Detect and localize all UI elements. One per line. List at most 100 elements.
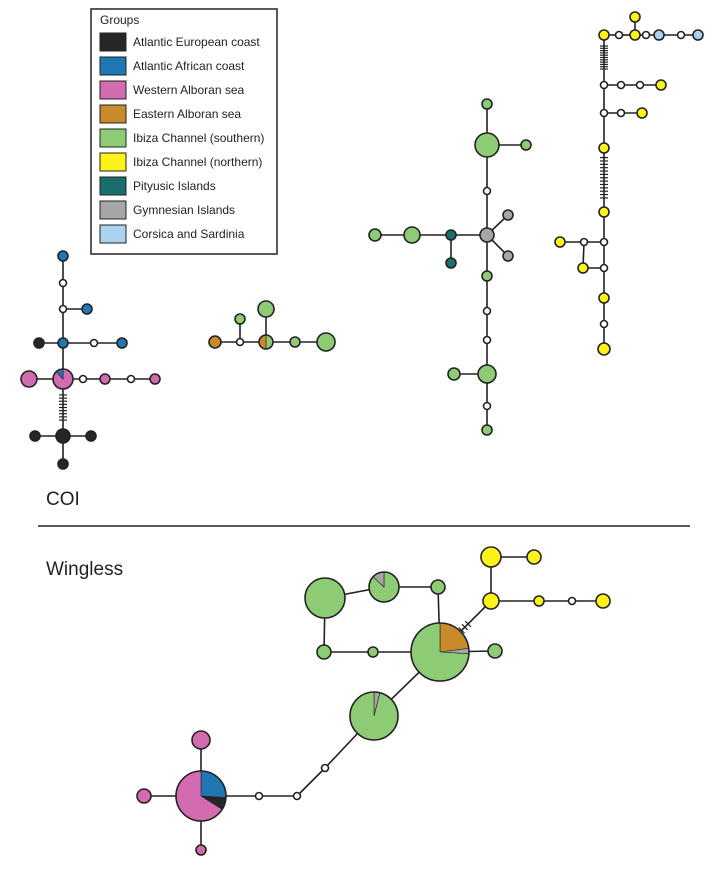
- legend-label-ea: Eastern Alboran sea: [133, 107, 241, 121]
- haplotype-node-ae: [33, 337, 45, 349]
- legend-label-gi: Gymnesian Islands: [133, 203, 235, 217]
- haplotype-node-wa: [136, 788, 152, 804]
- haplotype-node-ics: [474, 132, 500, 158]
- haplotype-node-wa: [191, 730, 211, 750]
- median-vector-node: [676, 30, 686, 40]
- haplotype-node-ics: [257, 300, 275, 318]
- median-vector-node: [599, 80, 609, 90]
- legend-label-aa: Atlantic African coast: [133, 59, 245, 73]
- mutation-step-mark: [464, 620, 472, 628]
- haplotype-node-ics: [368, 228, 382, 242]
- haplotype-node-gi: [479, 227, 495, 243]
- median-vector-node: [616, 108, 626, 118]
- haplotype-node-pi: [445, 229, 457, 241]
- haplotype-node-icn: [629, 29, 641, 41]
- haplotype-node-wa: [195, 844, 207, 856]
- legend-label-ics: Ibiza Channel (southern): [133, 131, 264, 145]
- haplotype-node-ics: [447, 367, 461, 381]
- haplotype-node-ics: [367, 646, 379, 658]
- haplotype-node-icn: [655, 79, 667, 91]
- mutation-step-mark: [458, 627, 465, 634]
- median-vector-node: [292, 791, 302, 801]
- median-vector-node: [126, 374, 136, 384]
- legend-swatch-ics: [99, 128, 127, 148]
- haplotype-node-ics: [481, 270, 493, 282]
- legend-items: Atlantic European coast Atlantic African …: [99, 32, 264, 244]
- haplotype-node-icn: [598, 206, 610, 218]
- pie-outline: [258, 334, 274, 350]
- median-vector-node: [58, 278, 68, 288]
- haplotype-node-icn: [482, 592, 500, 610]
- haplotype-node-wa: [149, 373, 161, 385]
- haplotype-node-aa: [116, 337, 128, 349]
- haplotype-node-ics: [520, 139, 532, 151]
- mutation-hatch-marks: [59, 45, 608, 640]
- legend-swatch-wa: [99, 80, 127, 100]
- haplotype-node-pi: [445, 257, 457, 269]
- median-vector-node: [482, 401, 492, 411]
- haplotype-node-ics: [477, 364, 497, 384]
- median-vector-node: [482, 335, 492, 345]
- haplotype-node-icn: [533, 595, 545, 607]
- haplotype-pie-node: [349, 691, 399, 741]
- haplotype-node-cs: [653, 29, 665, 41]
- haplotype-pie-node: [258, 334, 274, 350]
- median-vector-node: [254, 791, 264, 801]
- haplotype-node-ics: [234, 313, 246, 325]
- haplotype-pie-node: [52, 368, 74, 390]
- haplotype-node-icn: [526, 549, 542, 565]
- haplotype-node-ics: [289, 336, 301, 348]
- legend-label-cs: Corsica and Sardinia: [133, 227, 245, 241]
- median-vector-node: [235, 337, 245, 347]
- median-vector-node: [599, 108, 609, 118]
- legend-label-pi: Pityusic Islands: [133, 179, 216, 193]
- haplotype-node-ae: [57, 458, 69, 470]
- haplotype-node-ics: [304, 577, 346, 619]
- haplotype-node-icn: [636, 107, 648, 119]
- haplotype-node-ics: [430, 579, 446, 595]
- haplotype-node-icn: [597, 342, 611, 356]
- median-vector-node: [614, 30, 624, 40]
- haplotype-node-ics: [481, 424, 493, 436]
- median-vector-node: [58, 304, 68, 314]
- haplotype-node-icn: [598, 29, 610, 41]
- haplotype-node-icn: [598, 292, 610, 304]
- legend-swatch-ea: [99, 104, 127, 124]
- median-vector-node: [482, 186, 492, 196]
- haplotype-node-aa: [81, 303, 93, 315]
- legend-swatch-ae: [99, 32, 127, 52]
- median-vector-node: [599, 263, 609, 273]
- legend-swatch-icn: [99, 152, 127, 172]
- haplotype-node-cs: [692, 29, 704, 41]
- haplotype-nodes: [20, 11, 704, 856]
- haplotype-pie-node: [175, 770, 227, 822]
- haplotype-node-ae: [55, 428, 71, 444]
- coi-panel-label: COI: [46, 489, 80, 510]
- median-vector-node: [635, 80, 645, 90]
- legend-label-wa: Western Alboran sea: [133, 83, 245, 97]
- median-vector-node: [599, 237, 609, 247]
- haplotype-node-ics: [316, 332, 336, 352]
- median-vector-node: [616, 80, 626, 90]
- legend-swatch-pi: [99, 176, 127, 196]
- haplotype-pie-node: [368, 571, 400, 603]
- legend-title: Groups: [100, 13, 139, 27]
- pie-outline: [52, 368, 74, 390]
- haplotype-node-icn: [480, 546, 502, 568]
- pie-outline: [368, 571, 400, 603]
- haplotype-node-gi: [502, 209, 514, 221]
- haplotype-node-ae: [85, 430, 97, 442]
- mutation-step-mark: [461, 623, 469, 631]
- haplotype-node-icn: [554, 236, 566, 248]
- legend-label-ae: Atlantic European coast: [133, 35, 260, 49]
- median-vector-node: [599, 319, 609, 329]
- haplotype-node-icn: [598, 142, 610, 154]
- haplotype-node-icn: [629, 11, 641, 23]
- haplotype-node-gi: [502, 250, 514, 262]
- haplotype-node-ae: [29, 430, 41, 442]
- pie-outline: [410, 622, 470, 682]
- pie-outline: [175, 770, 227, 822]
- haplotype-node-ics: [403, 226, 421, 244]
- median-vector-node: [579, 237, 589, 247]
